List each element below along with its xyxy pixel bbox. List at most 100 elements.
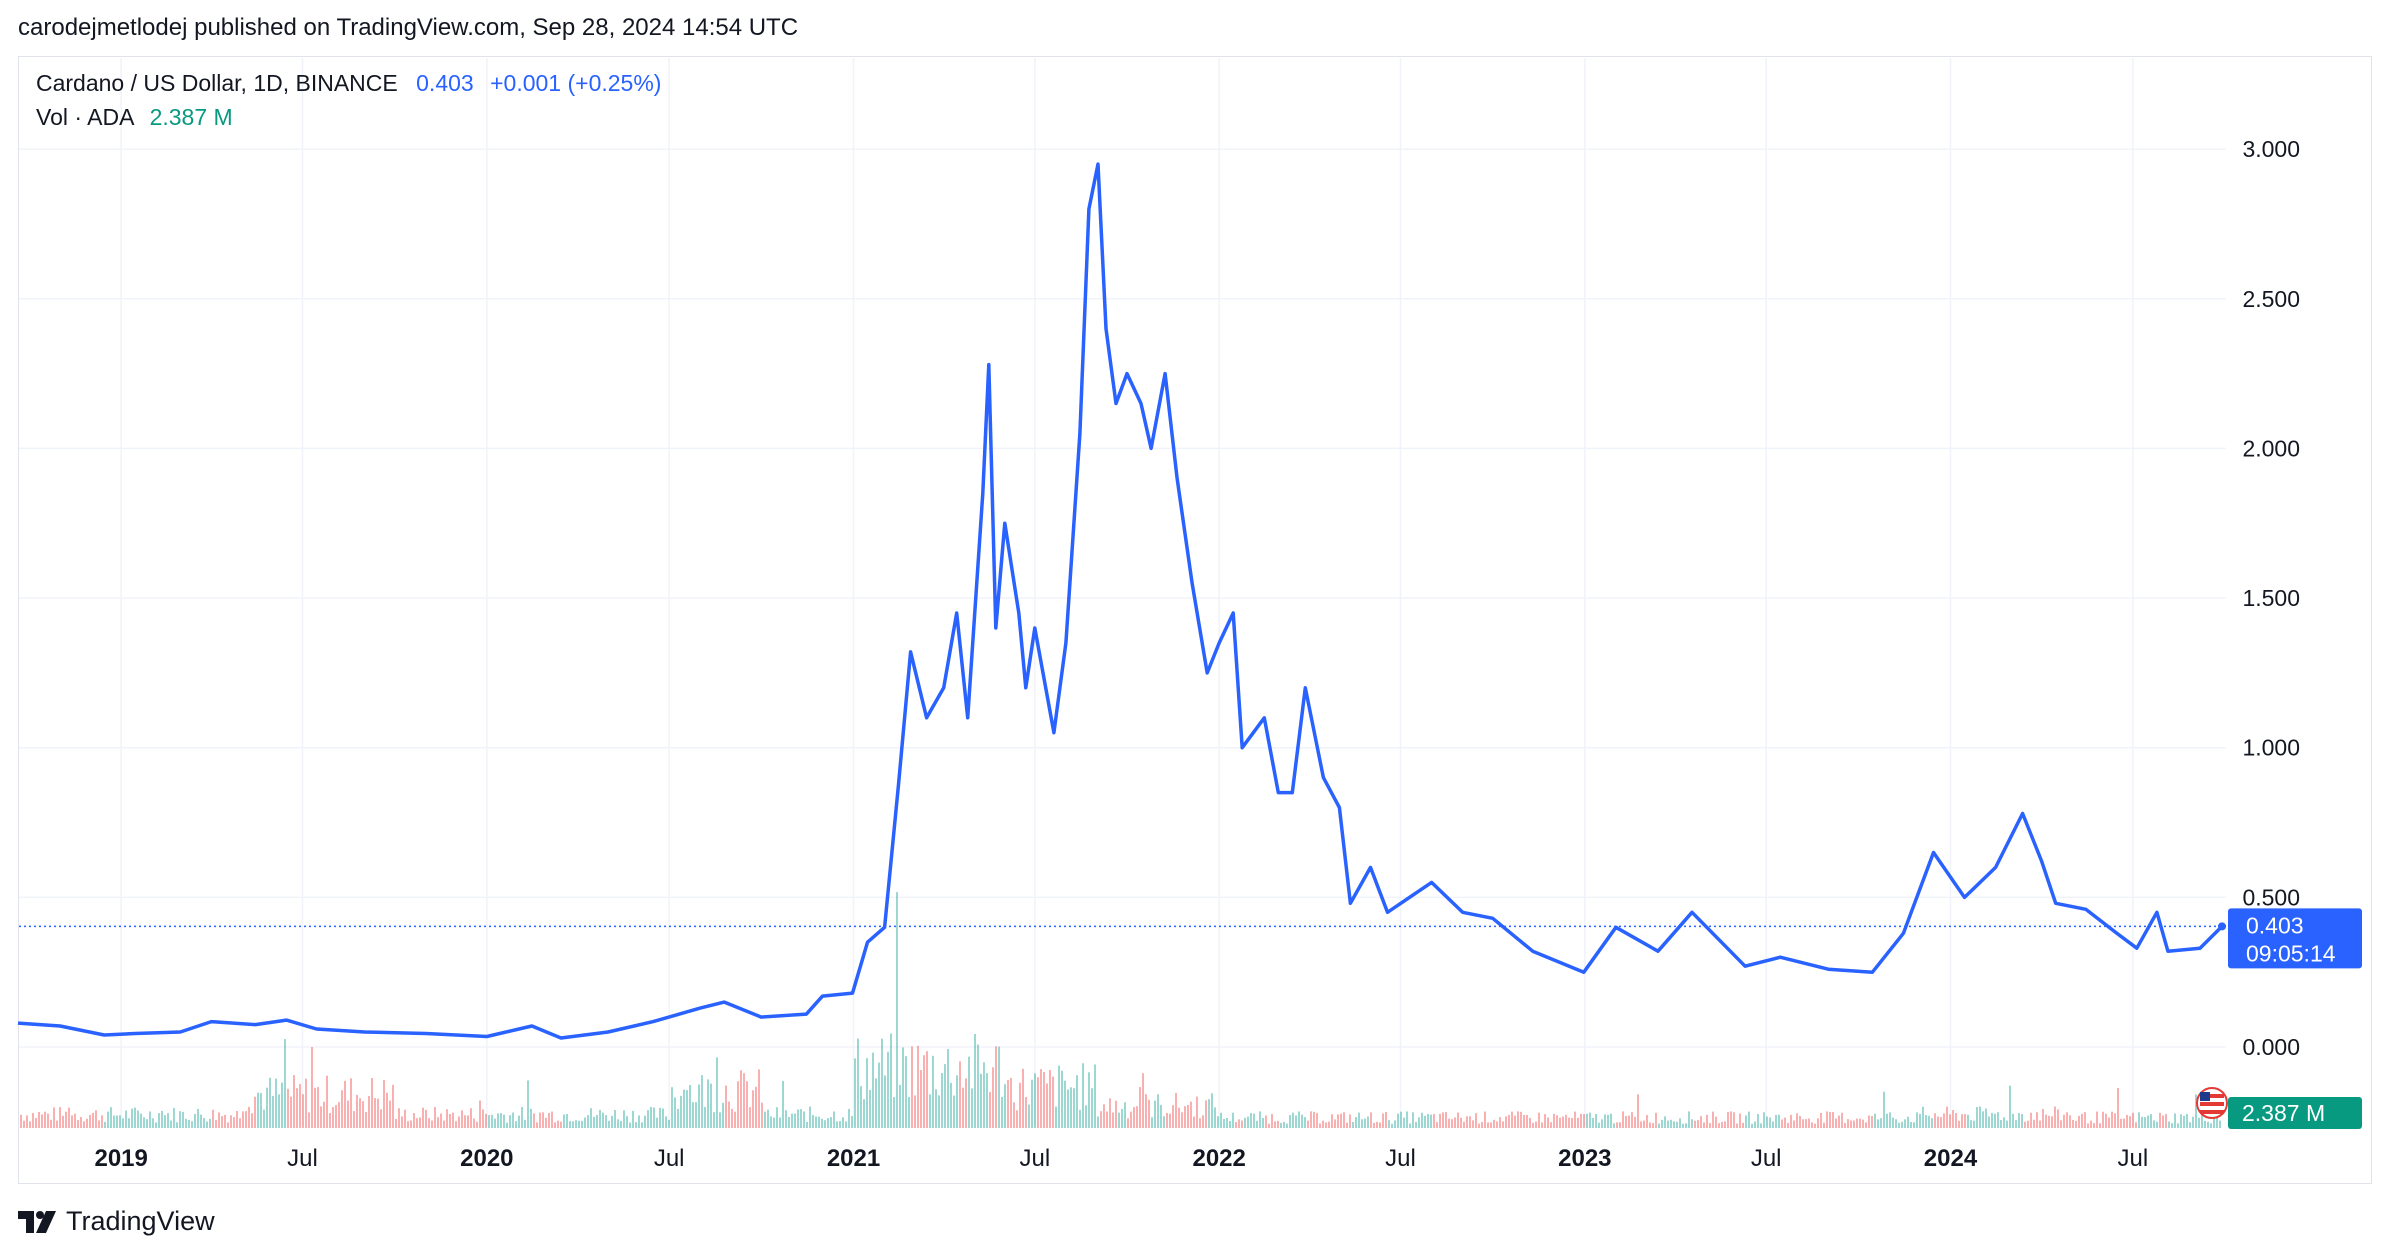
- volume-bar: [1526, 1114, 1528, 1128]
- volume-bar: [662, 1108, 664, 1128]
- volume-bar: [1646, 1115, 1648, 1128]
- volume-bar: [2123, 1118, 2125, 1128]
- volume-bar: [1688, 1111, 1690, 1128]
- volume-bar: [1457, 1112, 1459, 1128]
- volume-bar: [821, 1118, 823, 1128]
- volume-bar: [1490, 1122, 1492, 1128]
- volume-bar: [605, 1115, 607, 1128]
- volume-bar: [1100, 1111, 1102, 1128]
- volume-bar: [668, 1119, 670, 1128]
- volume-bar: [1886, 1113, 1888, 1128]
- volume-bar: [317, 1087, 319, 1128]
- volume-bar: [1178, 1107, 1180, 1128]
- volume-bar: [1061, 1070, 1063, 1128]
- volume-bar: [1868, 1115, 1870, 1128]
- volume-bar: [755, 1086, 757, 1128]
- volume-bar: [56, 1120, 58, 1128]
- volume-bar: [1484, 1111, 1486, 1128]
- volume-bar: [284, 1039, 286, 1128]
- volume-bar: [572, 1121, 574, 1128]
- volume-bar: [1373, 1122, 1375, 1128]
- volume-bar: [1592, 1118, 1594, 1128]
- volume-bar: [1901, 1121, 1903, 1128]
- volume-bar: [32, 1113, 34, 1128]
- volume-bar: [2105, 1113, 2107, 1128]
- volume-bar: [1481, 1121, 1483, 1128]
- chart-pane[interactable]: [18, 56, 2372, 1184]
- volume-bar: [1709, 1123, 1711, 1128]
- volume-bar: [1802, 1119, 1804, 1128]
- volume-bar: [1700, 1116, 1702, 1128]
- volume-bar: [332, 1107, 334, 1128]
- volume-bar: [869, 1090, 871, 1128]
- volume-bar: [683, 1089, 685, 1128]
- volume-bar: [1334, 1119, 1336, 1128]
- volume-bar: [299, 1084, 301, 1128]
- volume-bar: [239, 1118, 241, 1128]
- volume-bar: [140, 1113, 142, 1128]
- volume-bar: [686, 1090, 688, 1128]
- volume-bar: [1832, 1112, 1834, 1128]
- volume-bar: [1853, 1120, 1855, 1128]
- volume-bar: [476, 1121, 478, 1128]
- volume-bar: [902, 1047, 904, 1128]
- volume-bar: [1568, 1117, 1570, 1128]
- volume-bar: [1739, 1113, 1741, 1128]
- volume-bar: [473, 1118, 475, 1128]
- volume-bar: [1766, 1116, 1768, 1128]
- volume-bar: [1268, 1123, 1270, 1128]
- volume-bar: [1097, 1116, 1099, 1128]
- volume-bar: [167, 1113, 169, 1128]
- volume-bar: [1253, 1113, 1255, 1128]
- volume-bar: [1685, 1123, 1687, 1128]
- us-flag-stripe: [2200, 1094, 2224, 1098]
- volume-bar: [1631, 1112, 1633, 1128]
- volume-bar: [1736, 1123, 1738, 1128]
- volume-bar: [221, 1116, 223, 1128]
- volume-bar: [1964, 1114, 1966, 1128]
- volume-bar: [1589, 1112, 1591, 1128]
- volume-bar: [845, 1121, 847, 1128]
- volume-bar: [2135, 1122, 2137, 1128]
- volume-bar: [1889, 1112, 1891, 1128]
- price-line: [17, 162, 2224, 1040]
- volume-bar: [959, 1061, 961, 1128]
- volume-bar: [104, 1121, 106, 1128]
- volume-bar: [320, 1106, 322, 1128]
- volume-bar: [269, 1077, 271, 1128]
- last-price-dot: [2218, 922, 2226, 931]
- volume-bar: [1538, 1112, 1540, 1128]
- volume-bar: [1184, 1106, 1186, 1128]
- volume-bar: [1514, 1115, 1516, 1128]
- volume-bar: [173, 1108, 175, 1128]
- volume-bar: [608, 1120, 610, 1128]
- volume-bar: [1358, 1112, 1360, 1128]
- volume-bar: [1418, 1117, 1420, 1128]
- volume-bar: [470, 1108, 472, 1128]
- volume-bar: [569, 1121, 571, 1128]
- volume-bar: [2210, 1123, 2212, 1128]
- volume-bar: [587, 1115, 589, 1128]
- volume-bar: [1070, 1087, 1072, 1128]
- tradingview-brand[interactable]: TradingView: [18, 1206, 215, 1237]
- volume-bar: [1727, 1112, 1729, 1128]
- volume-bar: [1034, 1073, 1036, 1128]
- volume-bar: [1325, 1122, 1327, 1128]
- volume-bar: [722, 1102, 724, 1128]
- volume-bar: [1337, 1114, 1339, 1128]
- volume-bar: [29, 1121, 31, 1128]
- volume-bar: [1583, 1114, 1585, 1128]
- volume-bar: [1586, 1113, 1588, 1128]
- volume-bar: [1661, 1119, 1663, 1128]
- volume-bar: [884, 1075, 886, 1128]
- volume-bar: [1985, 1108, 1987, 1128]
- volume-bar: [50, 1119, 52, 1128]
- volume-bar: [566, 1114, 568, 1128]
- volume-bar: [866, 1058, 868, 1128]
- volume-bar: [410, 1120, 412, 1128]
- volume-bar: [1331, 1114, 1333, 1128]
- tradingview-logo-icon: [18, 1210, 56, 1233]
- volume-bar: [1841, 1112, 1843, 1128]
- volume-bar: [800, 1109, 802, 1128]
